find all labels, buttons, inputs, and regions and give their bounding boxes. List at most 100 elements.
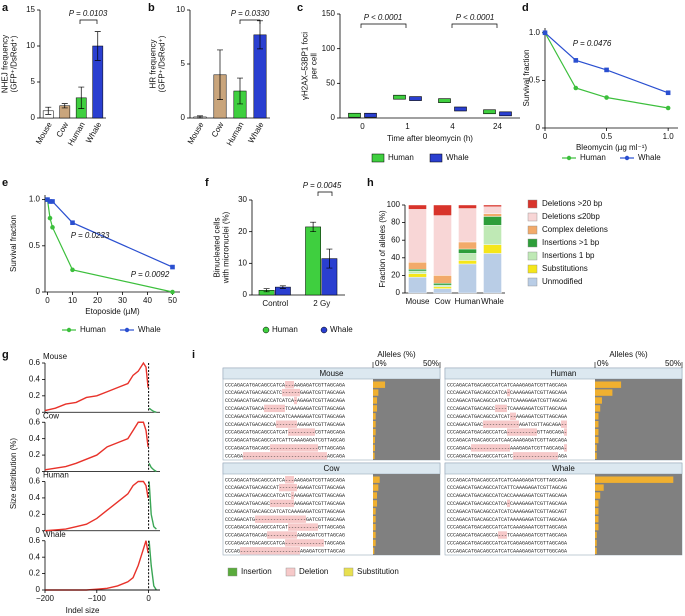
point bbox=[170, 289, 175, 295]
y-axis-label: per cell bbox=[310, 53, 319, 79]
x-tick-label: Whale bbox=[481, 297, 504, 306]
bracket bbox=[79, 19, 98, 24]
legend-label: Deletion bbox=[299, 567, 328, 576]
series-line bbox=[544, 32, 669, 109]
axis-title: Alleles (%) bbox=[377, 350, 416, 359]
allele-bar bbox=[373, 500, 378, 507]
allele-bar bbox=[595, 516, 599, 523]
x-tick-label: 40 bbox=[143, 296, 152, 305]
x-tick-label: 4 bbox=[450, 122, 455, 131]
allele-bar bbox=[595, 428, 599, 436]
deletion-highlight bbox=[471, 444, 510, 452]
x-tick-label: Whale bbox=[84, 120, 103, 145]
x-tick-label: Whale bbox=[246, 120, 265, 145]
deletion-highlight bbox=[288, 523, 318, 531]
p-value: P = 0.0092 bbox=[131, 270, 170, 279]
allele-bar bbox=[595, 405, 601, 412]
allele-bar bbox=[595, 531, 597, 539]
x-tick-label: 0 bbox=[45, 296, 50, 305]
error-bar bbox=[263, 288, 270, 293]
y-tick-label: 20 bbox=[238, 227, 247, 236]
y-tick-label: 0.6 bbox=[29, 536, 41, 545]
legend-label: Human bbox=[272, 325, 298, 334]
point bbox=[604, 67, 609, 73]
panel-letter: a bbox=[2, 2, 9, 14]
point bbox=[47, 215, 53, 221]
y-tick-label: 0 bbox=[396, 288, 401, 297]
allele-bar bbox=[373, 381, 386, 388]
sequence: CCCAGACATG-----------------GATCGTTAGCAGA bbox=[225, 517, 345, 523]
subplot-title: Whale bbox=[43, 530, 66, 539]
error-bar bbox=[310, 221, 317, 233]
y-tick-label: 0 bbox=[536, 123, 541, 132]
x-axis-label: Time after bleomycin (h) bbox=[387, 134, 473, 143]
deletion-highlight bbox=[294, 396, 297, 405]
point bbox=[45, 197, 50, 202]
y-tick-label: 0 bbox=[36, 526, 41, 535]
deletion-highlight bbox=[285, 476, 294, 484]
x-tick-label: 24 bbox=[493, 122, 502, 131]
x-tick-label: Mouse bbox=[34, 120, 54, 146]
bar-segment bbox=[483, 253, 502, 294]
legend-swatch bbox=[371, 153, 385, 163]
bar-segment bbox=[408, 273, 427, 278]
sequence: CCCAGACATGAC------------AGATCGTTAGCAGA-- bbox=[447, 422, 567, 428]
deletion-highlight bbox=[267, 531, 297, 539]
y-tick-label: 0 bbox=[36, 467, 41, 476]
x-tick-label: 1.0 bbox=[663, 132, 675, 141]
sequence: CCCAGACATGACAGCCATCATCAAAGAGATCGTTAGCAGT bbox=[447, 509, 567, 515]
bracket bbox=[451, 23, 498, 28]
allele-bar bbox=[373, 444, 376, 452]
y-tick-label: 0.6 bbox=[29, 477, 41, 486]
bracket bbox=[317, 191, 333, 196]
x-tick-label: Cow bbox=[210, 120, 226, 139]
p-value: P = 0.0045 bbox=[303, 181, 342, 190]
y-tick-label: 20 bbox=[391, 271, 400, 280]
legend-marker bbox=[66, 327, 72, 333]
deletion-highlight bbox=[483, 420, 519, 428]
deletion-highlight bbox=[510, 412, 516, 420]
allele-bar bbox=[373, 428, 376, 436]
sequence: CCCAGACATGACAGCCA-------AGAGATCGTTAGCAGA bbox=[225, 422, 345, 428]
sequence: CCCAGACATGACAGCCATCA---AAGAGATCGTTAGCAGA bbox=[225, 477, 345, 483]
x-axis-label: Bleomycin (µg ml⁻¹) bbox=[576, 143, 647, 152]
y-tick-label: 100 bbox=[322, 44, 336, 53]
allele-bar bbox=[373, 484, 379, 491]
allele-bar bbox=[373, 413, 376, 420]
panel-letter: i bbox=[192, 349, 195, 361]
legend-label: Human bbox=[388, 153, 414, 162]
deletion-highlight bbox=[561, 420, 567, 428]
panel-letter: c bbox=[297, 2, 303, 14]
sequence: CCCAGACATGACAGCCATCACCAAAGAGATCGTTAGCAGA bbox=[447, 493, 567, 499]
sequence: CCCAGACATGACAGCCATCAT---------CGTTAGCAGA bbox=[225, 430, 345, 436]
block-header bbox=[222, 462, 441, 475]
y-tick-label: 15 bbox=[26, 5, 35, 14]
legend-label: Human bbox=[80, 325, 106, 334]
legend-marker bbox=[124, 327, 130, 333]
deletion-highlight bbox=[285, 539, 324, 547]
bar-segment bbox=[433, 204, 452, 216]
bar-segment bbox=[408, 209, 427, 263]
y-tick-label: 0 bbox=[31, 113, 36, 122]
legend-swatch bbox=[343, 567, 354, 577]
bar-segment bbox=[408, 270, 427, 274]
x-tick-label: Control bbox=[262, 299, 288, 308]
bar-segment bbox=[483, 225, 502, 245]
point bbox=[70, 267, 75, 273]
y-axis-label: γH2AX–53BP1 foci bbox=[301, 32, 310, 100]
y-tick-label: 0 bbox=[36, 585, 41, 594]
bar-area bbox=[595, 474, 682, 555]
y-axis-label: with micronuclei (%) bbox=[222, 211, 231, 284]
bar-segment bbox=[433, 284, 452, 288]
distribution-line bbox=[148, 540, 157, 591]
y-tick-label: 0.2 bbox=[29, 391, 41, 400]
legend-label: Whale bbox=[638, 153, 661, 162]
x-axis-label: Indel size bbox=[66, 606, 100, 615]
distribution-line bbox=[44, 480, 149, 532]
y-tick-label: 0.4 bbox=[29, 375, 41, 384]
panel-letter: d bbox=[522, 2, 529, 14]
allele-bar bbox=[373, 436, 376, 444]
error-bar bbox=[217, 49, 223, 100]
y-tick-label: 1.0 bbox=[29, 195, 41, 204]
sequence: CCCAGACATGACAGCCATCAACAAAGAGATCGTTAGCAGA bbox=[447, 438, 567, 444]
